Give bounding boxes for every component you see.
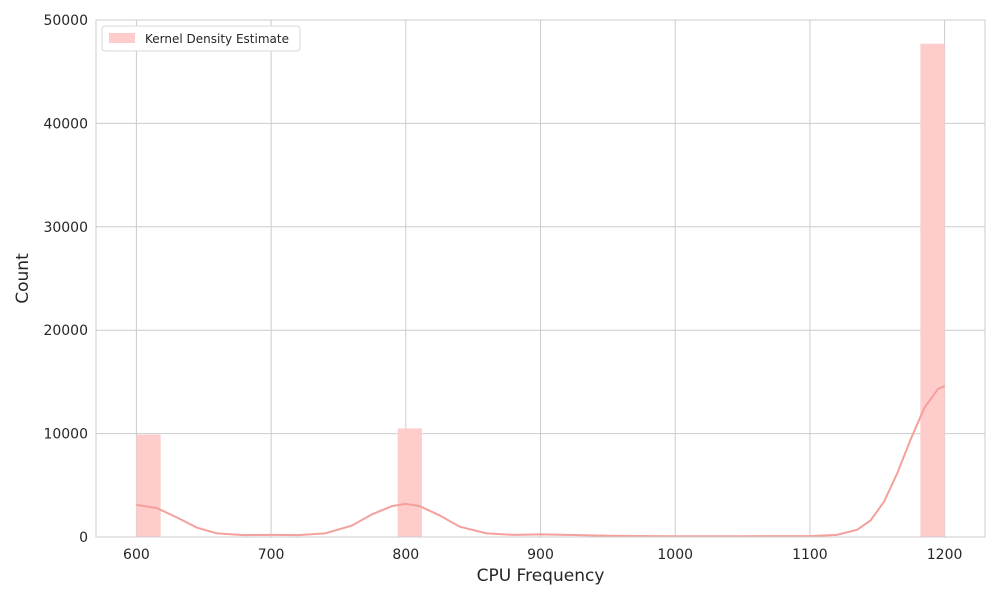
- legend-swatch: [109, 33, 135, 43]
- plot-border: [95, 19, 986, 538]
- y-tick-labels: 0 10000 20000 30000 40000 50000: [43, 13, 88, 546]
- x-tick-label: 600: [123, 547, 150, 563]
- y-tick-label: 10000: [43, 427, 88, 443]
- y-tick-label: 30000: [43, 220, 88, 236]
- x-tick-label: 800: [392, 547, 419, 563]
- legend-label: Kernel Density Estimate: [145, 32, 289, 46]
- axes-frame: [95, 19, 986, 538]
- y-axis-label: Count: [13, 253, 33, 304]
- y-tick-label: 50000: [43, 13, 88, 29]
- x-tick-label: 1200: [927, 547, 963, 563]
- y-tick-label: 40000: [43, 116, 88, 132]
- x-tick-label: 700: [258, 547, 285, 563]
- x-tick-label: 900: [527, 547, 554, 563]
- x-tick-label: 1100: [792, 547, 828, 563]
- legend-box: [101, 25, 301, 52]
- histogram-bar: [136, 434, 161, 537]
- grid: [96, 19, 985, 538]
- x-tick-labels: 600 700 800 900 1000 1100 1200: [123, 547, 962, 563]
- x-axis-label: CPU Frequency: [477, 566, 605, 586]
- histogram-bar: [397, 428, 422, 537]
- legend: Kernel Density Estimate: [101, 25, 301, 52]
- histogram-bars: [136, 43, 945, 537]
- x-tick-label: 1000: [657, 547, 693, 563]
- histogram-bar: [920, 43, 945, 537]
- y-tick-label: 20000: [43, 323, 88, 339]
- kde-line: [136, 385, 946, 538]
- y-tick-label: 0: [79, 530, 88, 546]
